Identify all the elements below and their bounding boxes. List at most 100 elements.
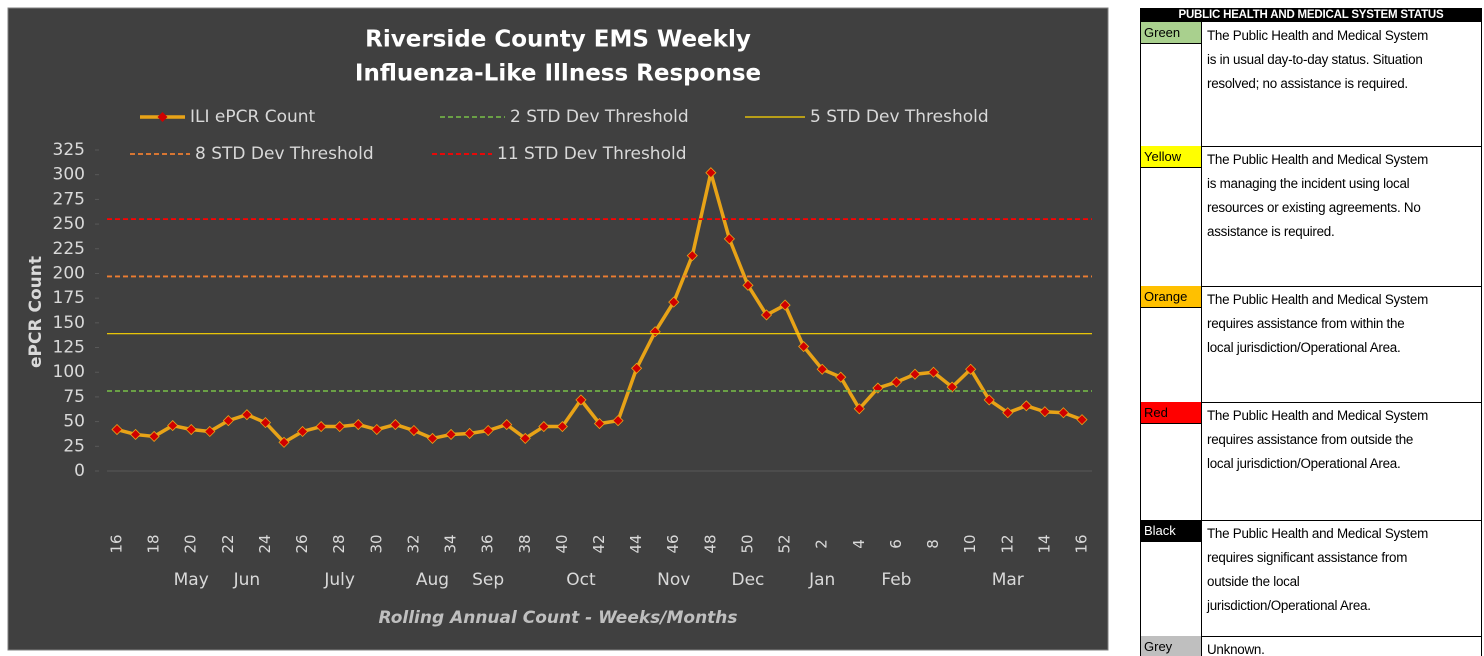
y-tick-label: 325 — [53, 140, 85, 160]
x-tick-label: 30 — [367, 534, 385, 553]
status-description: The Public Health and Medical System is m… — [1207, 148, 1428, 244]
description-line: requires assistance from within the — [1207, 316, 1405, 331]
description-line: resources or existing agreements. No — [1207, 200, 1421, 215]
status-description: The Public Health and Medical System is i… — [1207, 24, 1428, 96]
y-tick-label: 200 — [53, 263, 85, 283]
column-divider — [1201, 402, 1202, 520]
status-row: Yellow The Public Health and Medical Syst… — [1140, 146, 1482, 287]
x-tick-label: 34 — [442, 534, 460, 553]
data-point — [612, 415, 624, 427]
description-line: The Public Health and Medical System — [1207, 408, 1428, 423]
y-tick-label: 125 — [53, 338, 85, 358]
legend-label: 8 STD Dev Threshold — [195, 144, 374, 164]
legend-label: ILI ePCR Count — [190, 107, 316, 127]
status-row: Green The Public Health and Medical Syste… — [1140, 22, 1482, 147]
table-title: PUBLIC HEALTH AND MEDICAL SYSTEM STATUS — [1140, 8, 1482, 22]
description-line: is in usual day-to-day status. Situation — [1207, 52, 1423, 67]
description-line: Unknown. — [1207, 642, 1265, 656]
data-point — [538, 420, 550, 433]
x-tick-label: 4 — [850, 539, 868, 549]
data-point — [798, 340, 810, 353]
month-label: Aug — [416, 570, 449, 590]
data-point — [445, 428, 457, 441]
column-divider — [1201, 520, 1202, 636]
month-label: July — [323, 570, 355, 590]
x-tick-label: 20 — [182, 534, 200, 553]
status-label: Green — [1141, 22, 1201, 44]
data-point — [760, 309, 773, 321]
status-row: Red The Public Health and Medical System r… — [1140, 402, 1482, 521]
y-tick-label: 275 — [53, 189, 85, 209]
data-point — [705, 167, 717, 179]
status-row: Grey Unknown. — [1140, 636, 1482, 656]
data-point — [241, 409, 253, 421]
y-tick-label: 25 — [63, 436, 85, 456]
column-divider — [1201, 636, 1202, 656]
data-point — [111, 423, 123, 436]
x-tick-label: 16 — [108, 534, 126, 553]
month-label: Mar — [992, 570, 1024, 590]
description-line: The Public Health and Medical System — [1207, 292, 1428, 307]
chart-title: Influenza-Like Illness Response — [355, 61, 761, 87]
status-row: Black The Public Health and Medical Syste… — [1140, 520, 1482, 637]
status-label: Grey — [1141, 636, 1201, 656]
status-label: Orange — [1141, 286, 1201, 308]
x-axis-title: Rolling Annual Count - Weeks/Months — [378, 608, 737, 628]
status-label: Black — [1141, 520, 1201, 542]
data-point — [835, 371, 847, 383]
y-tick-label: 75 — [63, 387, 85, 407]
data-point — [779, 299, 791, 311]
data-point — [890, 376, 902, 388]
month-label: Dec — [732, 570, 765, 590]
status-table: PUBLIC HEALTH AND MEDICAL SYSTEM STATUS … — [1140, 8, 1482, 656]
chart-background — [7, 7, 1109, 651]
data-point — [389, 419, 401, 431]
y-tick-label: 0 — [74, 461, 85, 481]
month-label: Feb — [881, 570, 911, 590]
x-tick-label: 48 — [701, 534, 719, 553]
description-line: The Public Health and Medical System — [1207, 526, 1428, 541]
y-tick-label: 300 — [53, 165, 85, 185]
data-point — [742, 279, 754, 291]
data-point — [1076, 414, 1088, 426]
x-tick-label: 18 — [145, 534, 163, 553]
data-point — [1039, 406, 1051, 418]
description-line: is managing the incident using local — [1207, 176, 1410, 191]
x-tick-label: 40 — [553, 534, 571, 553]
x-tick-label: 28 — [330, 534, 348, 553]
data-point — [1020, 400, 1032, 412]
x-tick-label: 22 — [219, 534, 237, 553]
x-tick-label: 8 — [924, 539, 942, 549]
status-label: Red — [1141, 402, 1201, 424]
data-point — [686, 250, 698, 262]
description-line: local jurisdiction/Operational Area. — [1207, 456, 1401, 471]
y-tick-label: 50 — [63, 412, 85, 432]
description-line: requires assistance from outside the — [1207, 432, 1414, 447]
data-point — [222, 415, 234, 427]
chart-title: Riverside County EMS Weekly — [365, 27, 751, 53]
month-label: Jan — [808, 570, 835, 590]
data-point — [259, 417, 272, 429]
x-tick-label: 6 — [887, 539, 905, 549]
data-point — [1002, 407, 1014, 419]
month-label: Oct — [566, 570, 596, 590]
data-point — [315, 420, 327, 433]
description-line: local jurisdiction/Operational Area. — [1207, 340, 1401, 355]
x-tick-label: 26 — [293, 534, 311, 553]
data-point — [167, 420, 179, 432]
description-line: jurisdiction/Operational Area. — [1207, 598, 1371, 613]
data-point — [723, 233, 735, 245]
description-line: requires significant assistance from — [1207, 550, 1408, 565]
data-point — [334, 420, 346, 433]
status-description: The Public Health and Medical System requ… — [1207, 404, 1428, 476]
data-point — [593, 418, 606, 430]
x-tick-label: 14 — [1035, 534, 1053, 553]
data-point — [371, 423, 383, 436]
data-point — [816, 363, 828, 375]
y-tick-label: 100 — [53, 362, 85, 382]
data-point — [575, 394, 587, 406]
x-tick-label: 12 — [998, 534, 1016, 553]
data-point — [204, 425, 216, 438]
column-divider — [1201, 146, 1202, 286]
data-point — [408, 424, 420, 437]
